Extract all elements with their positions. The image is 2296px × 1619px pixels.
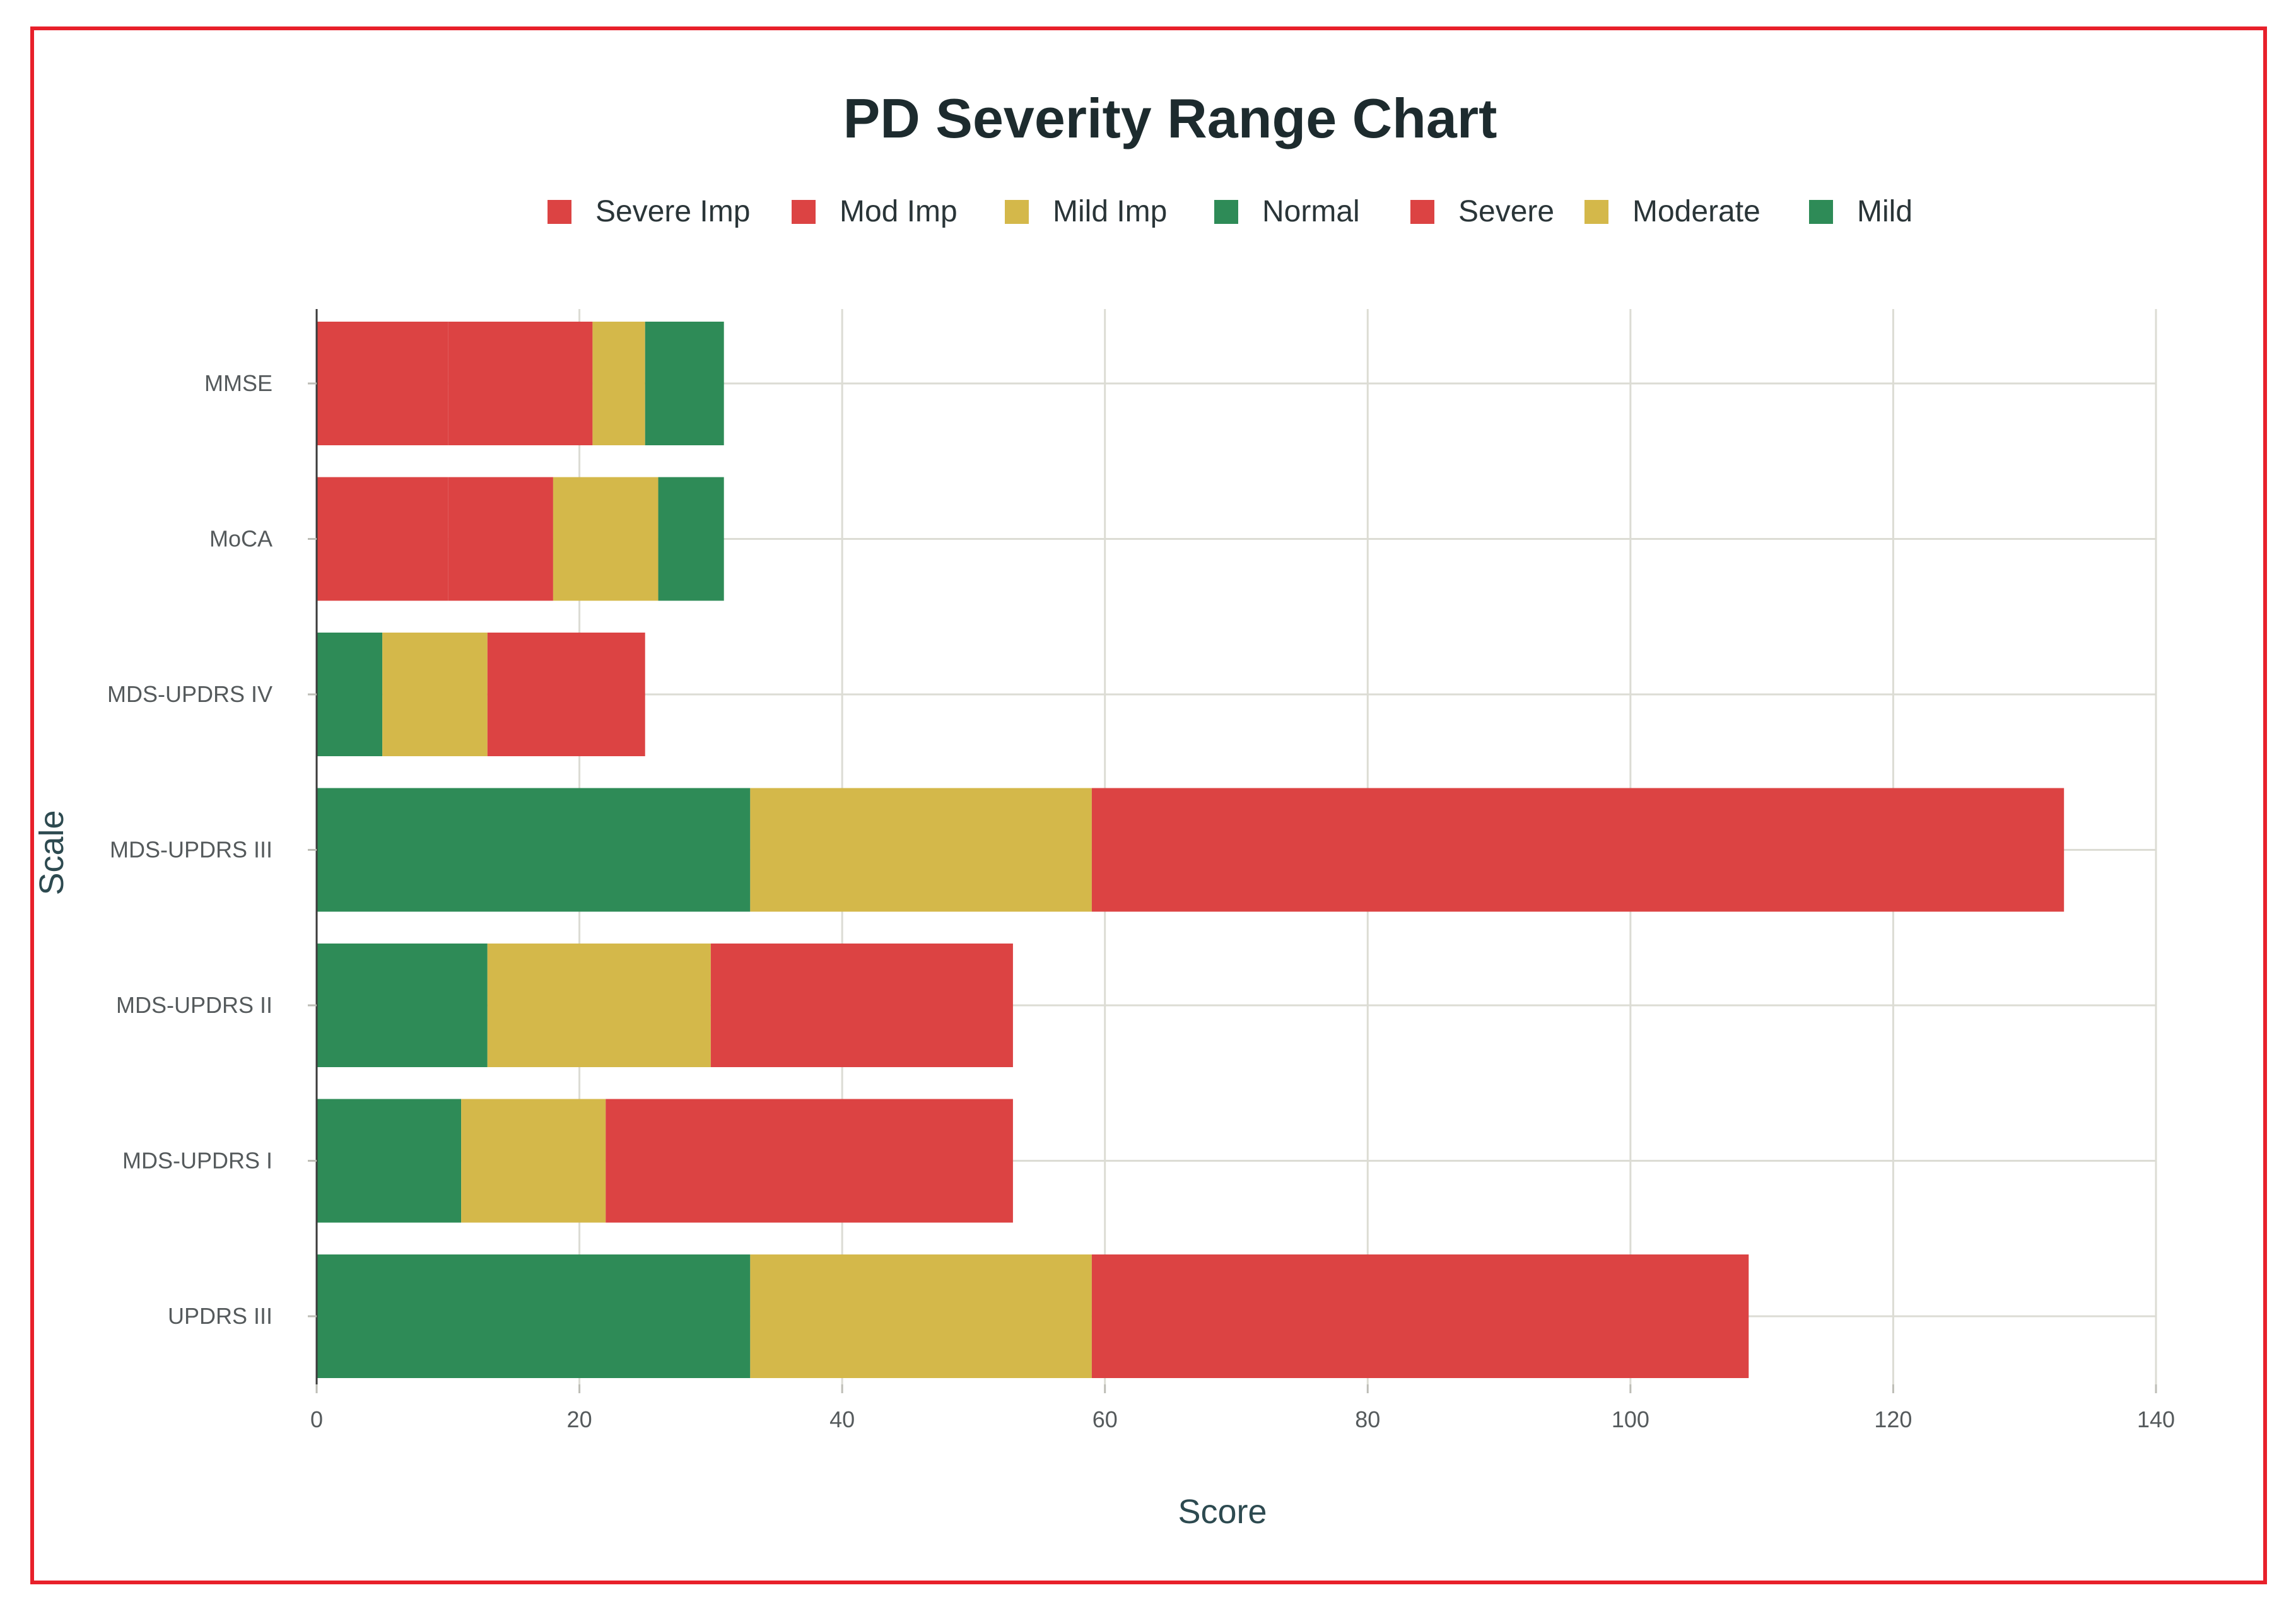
y-tick-label: MDS-UPDRS I — [122, 1148, 272, 1174]
bar-segment-mild — [317, 788, 751, 912]
bar-segment-severe — [710, 944, 1013, 1067]
bar-segment-moderate — [487, 944, 711, 1067]
x-tick-label: 140 — [2137, 1406, 2175, 1432]
bar-segment-mild — [317, 944, 488, 1067]
legend-label: Severe Imp — [595, 195, 750, 228]
bar-segment-mod-imp — [448, 322, 593, 445]
x-axis-title: Score — [1178, 1493, 1267, 1531]
bar-segment-moderate — [461, 1099, 606, 1223]
legend-label: Mild — [1857, 195, 1912, 228]
chart-legend: Severe Imp Mod Imp Mild Imp Normal Severe Mod… — [548, 195, 1912, 228]
legend-swatch — [1410, 200, 1434, 224]
bar-segment-moderate — [750, 1254, 1092, 1378]
y-tick-label: MDS-UPDRS IV — [107, 681, 272, 707]
bar-segment-severe-imp — [317, 322, 448, 445]
chart-title: PD Severity Range Chart — [843, 87, 1497, 149]
y-tick-label: MMSE — [204, 370, 272, 396]
bar-segment-severe — [487, 633, 645, 756]
bar-segment-mild — [317, 1254, 751, 1378]
bar-segment-mild-imp — [553, 477, 659, 601]
bar-segment-normal — [645, 322, 724, 445]
x-tick-label: 80 — [1355, 1406, 1380, 1432]
x-tick-label: 20 — [567, 1406, 592, 1432]
legend-swatch — [1214, 200, 1238, 224]
y-tick-label: UPDRS III — [168, 1303, 272, 1329]
x-tick-label: 40 — [829, 1406, 855, 1432]
bar-segment-normal — [658, 477, 724, 601]
x-tick-label: 100 — [1612, 1406, 1649, 1432]
chart-bars — [317, 322, 2065, 1378]
bar-segment-mild-imp — [592, 322, 645, 445]
legend-swatch — [1005, 200, 1029, 224]
legend-label: Mild Imp — [1053, 195, 1167, 228]
y-tick-label: MDS-UPDRS II — [116, 992, 272, 1018]
bar-segment-moderate — [750, 788, 1092, 912]
bar-segment-severe — [606, 1099, 1013, 1223]
bar-segment-moderate — [382, 633, 488, 756]
legend-label: Normal — [1262, 195, 1360, 228]
bar-segment-mild — [317, 633, 383, 756]
legend-swatch — [1809, 200, 1833, 224]
legend-label: Mod Imp — [840, 195, 958, 228]
legend-swatch — [1584, 200, 1608, 224]
x-tick-label: 120 — [1874, 1406, 1912, 1432]
legend-swatch — [548, 200, 571, 224]
y-tick-label: MDS-UPDRS III — [110, 837, 272, 863]
legend-label: Severe — [1458, 195, 1554, 228]
bar-segment-mod-imp — [448, 477, 553, 601]
legend-label: Moderate — [1632, 195, 1760, 228]
bar-segment-severe-imp — [317, 477, 448, 601]
bar-segment-severe — [1091, 788, 2065, 912]
x-axis: 0 20 40 60 80 100 120 140 — [310, 1384, 2175, 1432]
y-axis: MMSE MoCA MDS-UPDRS IV MDS-UPDRS III MDS-UPD… — [107, 309, 318, 1384]
bar-segment-severe — [1091, 1254, 1749, 1378]
x-tick-label: 60 — [1092, 1406, 1118, 1432]
x-tick-label: 0 — [310, 1406, 323, 1432]
bar-segment-mild — [317, 1099, 462, 1223]
legend-swatch — [792, 200, 816, 224]
y-tick-label: MoCA — [209, 526, 272, 552]
y-axis-title: Scale — [33, 810, 71, 895]
